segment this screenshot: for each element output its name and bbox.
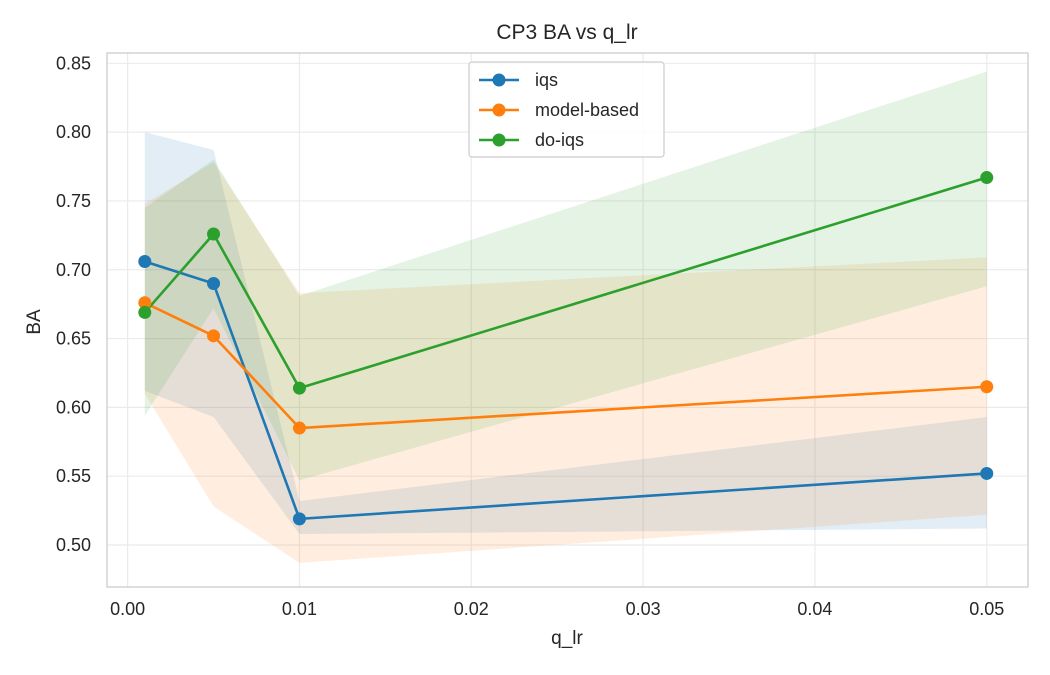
x-tick-label: 0.02	[454, 599, 489, 619]
axis-ticks: 0.00 0.01 0.02 0.03 0.04 0.05 0.50 0.55 0.60 0.65…	[56, 53, 1004, 619]
line-do-iqs	[143, 176, 988, 390]
x-axis-label: q_lr	[551, 628, 583, 649]
y-tick-label: 0.85	[56, 53, 91, 73]
confidence-bands	[144, 71, 987, 563]
point-do-iqs	[292, 381, 306, 395]
point-model-based	[292, 421, 306, 435]
band-do-iqs	[144, 71, 987, 481]
legend-label-model-based: model-based	[535, 100, 639, 120]
legend-box	[468, 61, 665, 158]
point-do-iqs	[138, 305, 152, 319]
x-tick-label: 0.01	[282, 599, 317, 619]
x-tick-label: 0.05	[969, 599, 1004, 619]
y-tick-label: 0.65	[56, 329, 91, 349]
y-axis-label: BA	[24, 309, 45, 335]
legend: iqs model-based do-iqs	[468, 61, 665, 158]
legend-marker-model-based	[492, 103, 506, 117]
line-model-based	[144, 301, 987, 430]
band-iqs	[144, 132, 987, 535]
y-tick-label: 0.60	[56, 397, 91, 417]
plot-frame	[106, 52, 1029, 588]
y-tick-label: 0.75	[56, 191, 91, 211]
y-tick-label: 0.80	[56, 122, 91, 142]
legend-label-do-iqs: do-iqs	[535, 130, 584, 150]
chart-title: CP3 BA vs q_lr	[496, 21, 637, 44]
point-model-based	[138, 296, 152, 310]
point-model-based	[207, 329, 221, 343]
point-do-iqs	[980, 171, 994, 185]
legend-marker-do-iqs	[492, 133, 506, 147]
point-model-based	[980, 380, 994, 394]
point-do-iqs	[207, 227, 221, 241]
point-iqs	[138, 255, 152, 269]
legend-marker-iqs	[492, 73, 506, 87]
x-tick-label: 0.00	[110, 599, 145, 619]
legend-label-iqs: iqs	[535, 70, 558, 90]
x-tick-label: 0.03	[626, 599, 661, 619]
series-points	[138, 171, 994, 526]
point-iqs	[207, 277, 221, 291]
band-model-based	[144, 162, 987, 563]
y-tick-label: 0.55	[56, 466, 91, 486]
y-tick-label: 0.50	[56, 535, 91, 555]
series-lines	[143, 176, 988, 521]
point-iqs	[292, 512, 306, 526]
y-tick-label: 0.70	[56, 260, 91, 280]
x-tick-label: 0.04	[797, 599, 832, 619]
point-iqs	[980, 466, 994, 480]
